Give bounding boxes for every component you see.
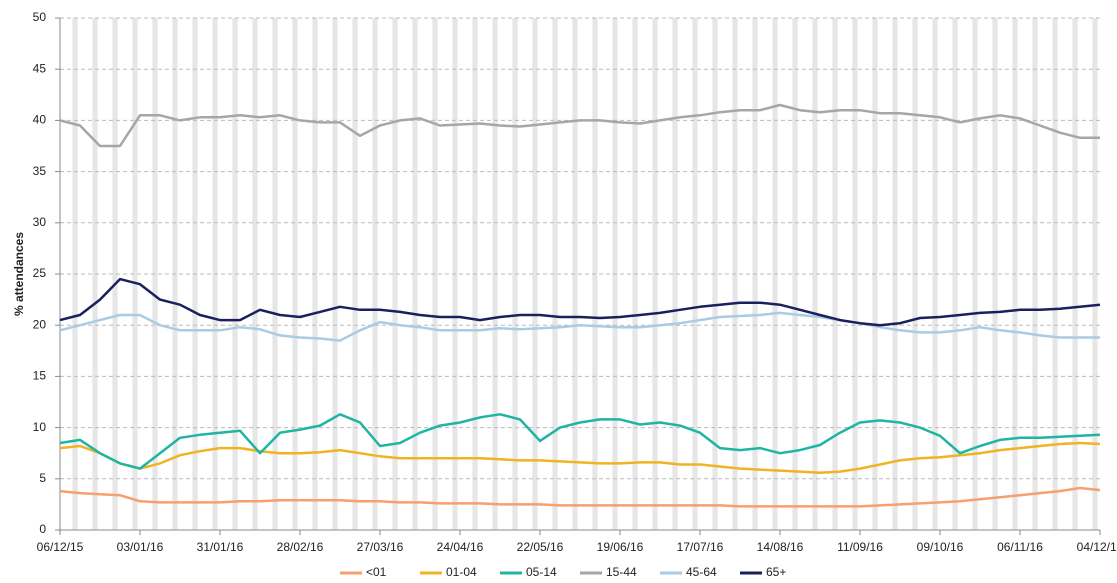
x-tick-label: 14/08/16	[757, 540, 804, 554]
legend-label: 01-04	[446, 565, 477, 579]
weekend-band	[112, 18, 118, 530]
legend-label: 65+	[766, 565, 786, 579]
weekend-band	[532, 18, 538, 530]
x-tick-label: 31/01/16	[197, 540, 244, 554]
legend-label: 45-64	[686, 565, 717, 579]
y-tick-label: 35	[33, 164, 47, 178]
x-tick-label: 19/06/16	[597, 540, 644, 554]
x-tick-label: 06/12/15	[37, 540, 84, 554]
y-tick-label: 25	[33, 266, 47, 280]
x-tick-label: 28/02/16	[277, 540, 324, 554]
y-tick-label: 50	[33, 10, 47, 24]
x-tick-label: 24/04/16	[437, 540, 484, 554]
y-tick-label: 10	[33, 420, 47, 434]
series-line	[59, 441, 1101, 474]
series-line	[59, 103, 1100, 148]
y-tick-label: 40	[33, 113, 47, 127]
y-tick-label: 45	[33, 61, 47, 75]
weekend-band	[952, 18, 958, 530]
weekend-band	[1092, 18, 1098, 530]
weekend-band	[252, 18, 258, 530]
weekend-band	[272, 18, 278, 530]
y-tick-label: 15	[33, 369, 47, 383]
y-axis-label: % attendances	[12, 232, 26, 316]
legend-label: 05-14	[526, 565, 557, 579]
weekend-band	[392, 18, 398, 530]
y-tick-label: 30	[33, 215, 47, 229]
x-tick-label: 11/09/16	[837, 540, 883, 554]
weekend-band	[672, 18, 678, 530]
series-line	[59, 311, 1100, 342]
weekend-band	[832, 18, 838, 530]
legend-label: <01	[366, 565, 387, 579]
x-tick-label: 22/05/16	[517, 540, 564, 554]
y-tick-label: 5	[39, 471, 46, 485]
x-tick-label: 06/11/16	[997, 540, 1043, 554]
series-line	[59, 413, 1101, 470]
x-tick-label: 27/03/16	[357, 540, 404, 554]
x-tick-label: 17/07/16	[677, 540, 724, 554]
y-tick-label: 0	[39, 522, 46, 536]
y-tick-label: 20	[33, 317, 47, 331]
series-line	[59, 486, 1101, 508]
weekend-band	[552, 18, 558, 530]
weekend-band	[812, 18, 818, 530]
weekend-band	[972, 18, 978, 530]
weekend-band	[692, 18, 698, 530]
weekend-band	[132, 18, 138, 530]
x-tick-label: 09/10/16	[917, 540, 964, 554]
x-tick-label: 04/12/16	[1077, 540, 1117, 554]
x-tick-label: 03/01/16	[117, 540, 164, 554]
weekend-band	[412, 18, 418, 530]
series-line	[59, 277, 1101, 327]
legend-label: 15-44	[606, 565, 637, 579]
